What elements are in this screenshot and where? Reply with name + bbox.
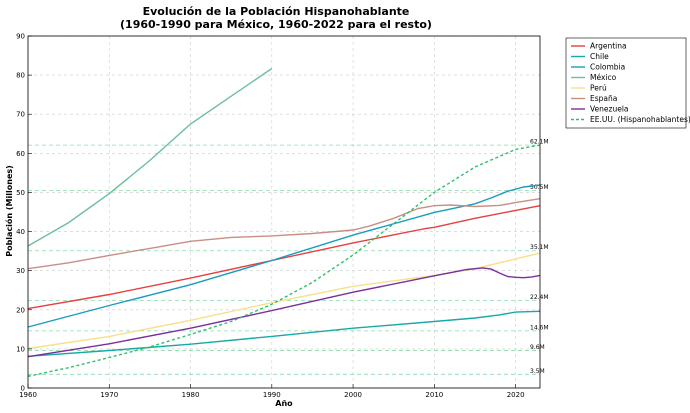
series-line <box>27 184 541 328</box>
y-tick-label: 50 <box>16 189 25 197</box>
y-tick-label: 80 <box>16 72 25 80</box>
x-tick-label: 2020 <box>507 391 525 399</box>
series-line <box>27 252 541 350</box>
reference-line-label: 62.1M <box>530 139 549 146</box>
legend-label: Colombia <box>590 63 625 72</box>
y-axis-label: Población (Millones) <box>4 165 14 257</box>
reference-line-label: 9.6M <box>530 344 545 351</box>
x-axis-label: Año <box>275 399 293 408</box>
legend-box <box>565 37 687 129</box>
y-tick-label: 30 <box>16 267 25 275</box>
legend-label: Venezuela <box>590 105 629 114</box>
plot-area-frame <box>27 35 541 389</box>
legend-label: Perú <box>590 84 607 93</box>
x-tick-label: 1960 <box>19 391 37 399</box>
reference-line-label: 3.5M <box>530 368 545 375</box>
legend-label: EE.UU. (Hispanohablantes) <box>590 115 690 124</box>
series-line <box>27 205 541 310</box>
series-line <box>27 67 273 247</box>
x-tick-label: 1990 <box>263 391 281 399</box>
y-tick-label: 10 <box>16 345 25 353</box>
y-tick-label: 0 <box>21 385 25 393</box>
x-tick-label: 2000 <box>344 391 362 399</box>
y-tick-label: 60 <box>16 150 25 158</box>
legend-label: Argentina <box>590 42 627 51</box>
y-tick-label: 90 <box>16 33 25 41</box>
x-tick-label: 2010 <box>425 391 443 399</box>
axis-ticks: 1960 1970 1980 1990 2000 2010 2020 0 10 20 30 40 50 6… <box>16 33 524 400</box>
x-tick-label: 1970 <box>100 391 118 399</box>
legend-label: México <box>590 73 617 82</box>
series-line <box>27 144 541 377</box>
reference-line-label: 50.5M <box>530 184 549 191</box>
legend-label: España <box>590 94 617 103</box>
legend-label: Chile <box>590 52 609 61</box>
chart-title-line-1: Evolución de la Población Hispanohablant… <box>143 5 410 18</box>
reference-line-label: 35.1M <box>530 244 549 251</box>
y-tick-label: 40 <box>16 228 25 236</box>
reference-line-label: 14.6M <box>530 324 549 331</box>
series-line <box>27 198 541 270</box>
reference-line-label: 22.4M <box>530 294 549 301</box>
x-tick-label: 1980 <box>182 391 200 399</box>
series-line <box>27 310 541 357</box>
series-lines <box>27 67 541 377</box>
series-line <box>27 267 541 358</box>
y-tick-label: 70 <box>16 111 25 119</box>
chart-title-line-2: (1960-1990 para México, 1960-2022 para e… <box>120 18 432 31</box>
y-tick-label: 20 <box>16 306 25 314</box>
